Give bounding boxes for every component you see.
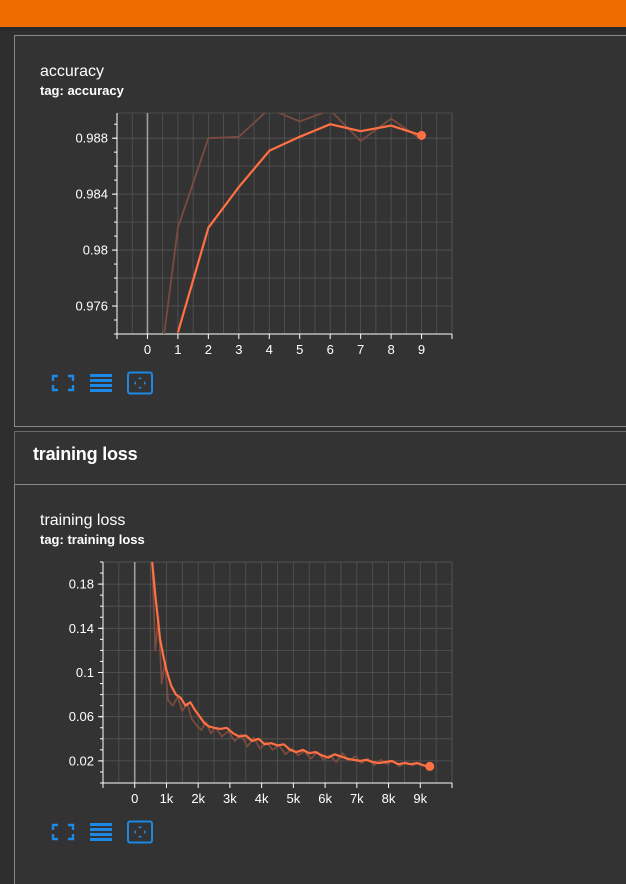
section-title: training loss [33,444,138,464]
last-point-marker [425,761,435,771]
fit-domain-button[interactable] [126,820,153,844]
training-loss-chart[interactable]: 0 1k 2k 3k 4k 5k 6k 7k 8k 9k 0.02 0.06 0.1 0.14 0.18 [15,485,626,815]
y-tick-label: 0.988 [75,131,108,146]
scalar-card-accuracy: accuracy tag: accuracy 0 1 2 3 4 5 6 7 8 9 0.976 0.… [14,35,626,427]
x-tick-label: 2 [205,342,212,357]
grid [103,561,453,784]
x-tick-label: 1k [160,791,174,806]
x-tick-label: 5 [296,342,303,357]
top-app-bar-shadow [0,27,626,33]
card-tag: tag: accuracy [40,83,124,98]
data-table-icon [90,374,112,392]
y-tick-label: 0.14 [69,621,94,636]
x-tick-label: 8k [382,791,396,806]
x-tick-label: 2k [191,791,205,806]
y-tick-label: 0.976 [75,299,108,314]
scalar-card-training-loss: training loss tag: training loss 0 1k 2k 3k… [14,484,626,884]
fullscreen-button[interactable] [50,371,76,395]
fullscreen-icon [51,823,75,841]
card-tag: tag: training loss [40,532,145,547]
y-tick-label: 0.06 [69,709,94,724]
fullscreen-icon [51,374,75,392]
data-table-icon [90,823,112,841]
plot-area [151,562,430,768]
accuracy-chart[interactable]: 0 1 2 3 4 5 6 7 8 9 0.976 0.98 0.984 0.988 [15,36,626,366]
y-tick-label: 0.02 [69,753,94,768]
fullscreen-button[interactable] [50,820,76,844]
card-title: accuracy [40,63,105,80]
toggle-data-table-button[interactable] [88,371,114,395]
last-point-marker [417,130,427,140]
y-tick-label: 0.1 [76,665,94,680]
plot-area [163,113,423,334]
fit-domain-button[interactable] [126,371,153,395]
x-tick-label: 5k [286,791,300,806]
x-tick-label: 6 [327,342,334,357]
fit-domain-icon [127,371,153,395]
top-app-bar [0,0,626,27]
x-tick-label: 7 [357,342,364,357]
toggle-data-table-button[interactable] [88,820,114,844]
x-tick-label: 0 [144,342,151,357]
x-tick-label: 0 [131,791,138,806]
x-tick-label: 8 [387,342,394,357]
y-tick-label: 0.98 [83,243,108,258]
x-tick-label: 7k [350,791,364,806]
series-line-smoothed [151,562,430,768]
x-tick-label: 6k [318,791,332,806]
y-tick-label: 0.984 [75,187,108,202]
grid [117,112,453,335]
y-tick-label: 0.18 [69,577,94,592]
section-header-training-loss[interactable]: training loss [14,431,626,484]
x-tick-label: 1 [174,342,181,357]
x-tick-label: 4 [266,342,273,357]
series-line-raw [151,562,430,768]
x-tick-label: 9k [413,791,427,806]
x-tick-label: 9 [418,342,425,357]
series-line-raw [163,113,423,334]
series-line-smoothed [176,123,422,333]
card-title: training loss [40,512,126,529]
fit-domain-icon [127,820,153,844]
x-tick-label: 3 [235,342,242,357]
x-tick-label: 4k [255,791,269,806]
x-tick-label: 3k [223,791,237,806]
